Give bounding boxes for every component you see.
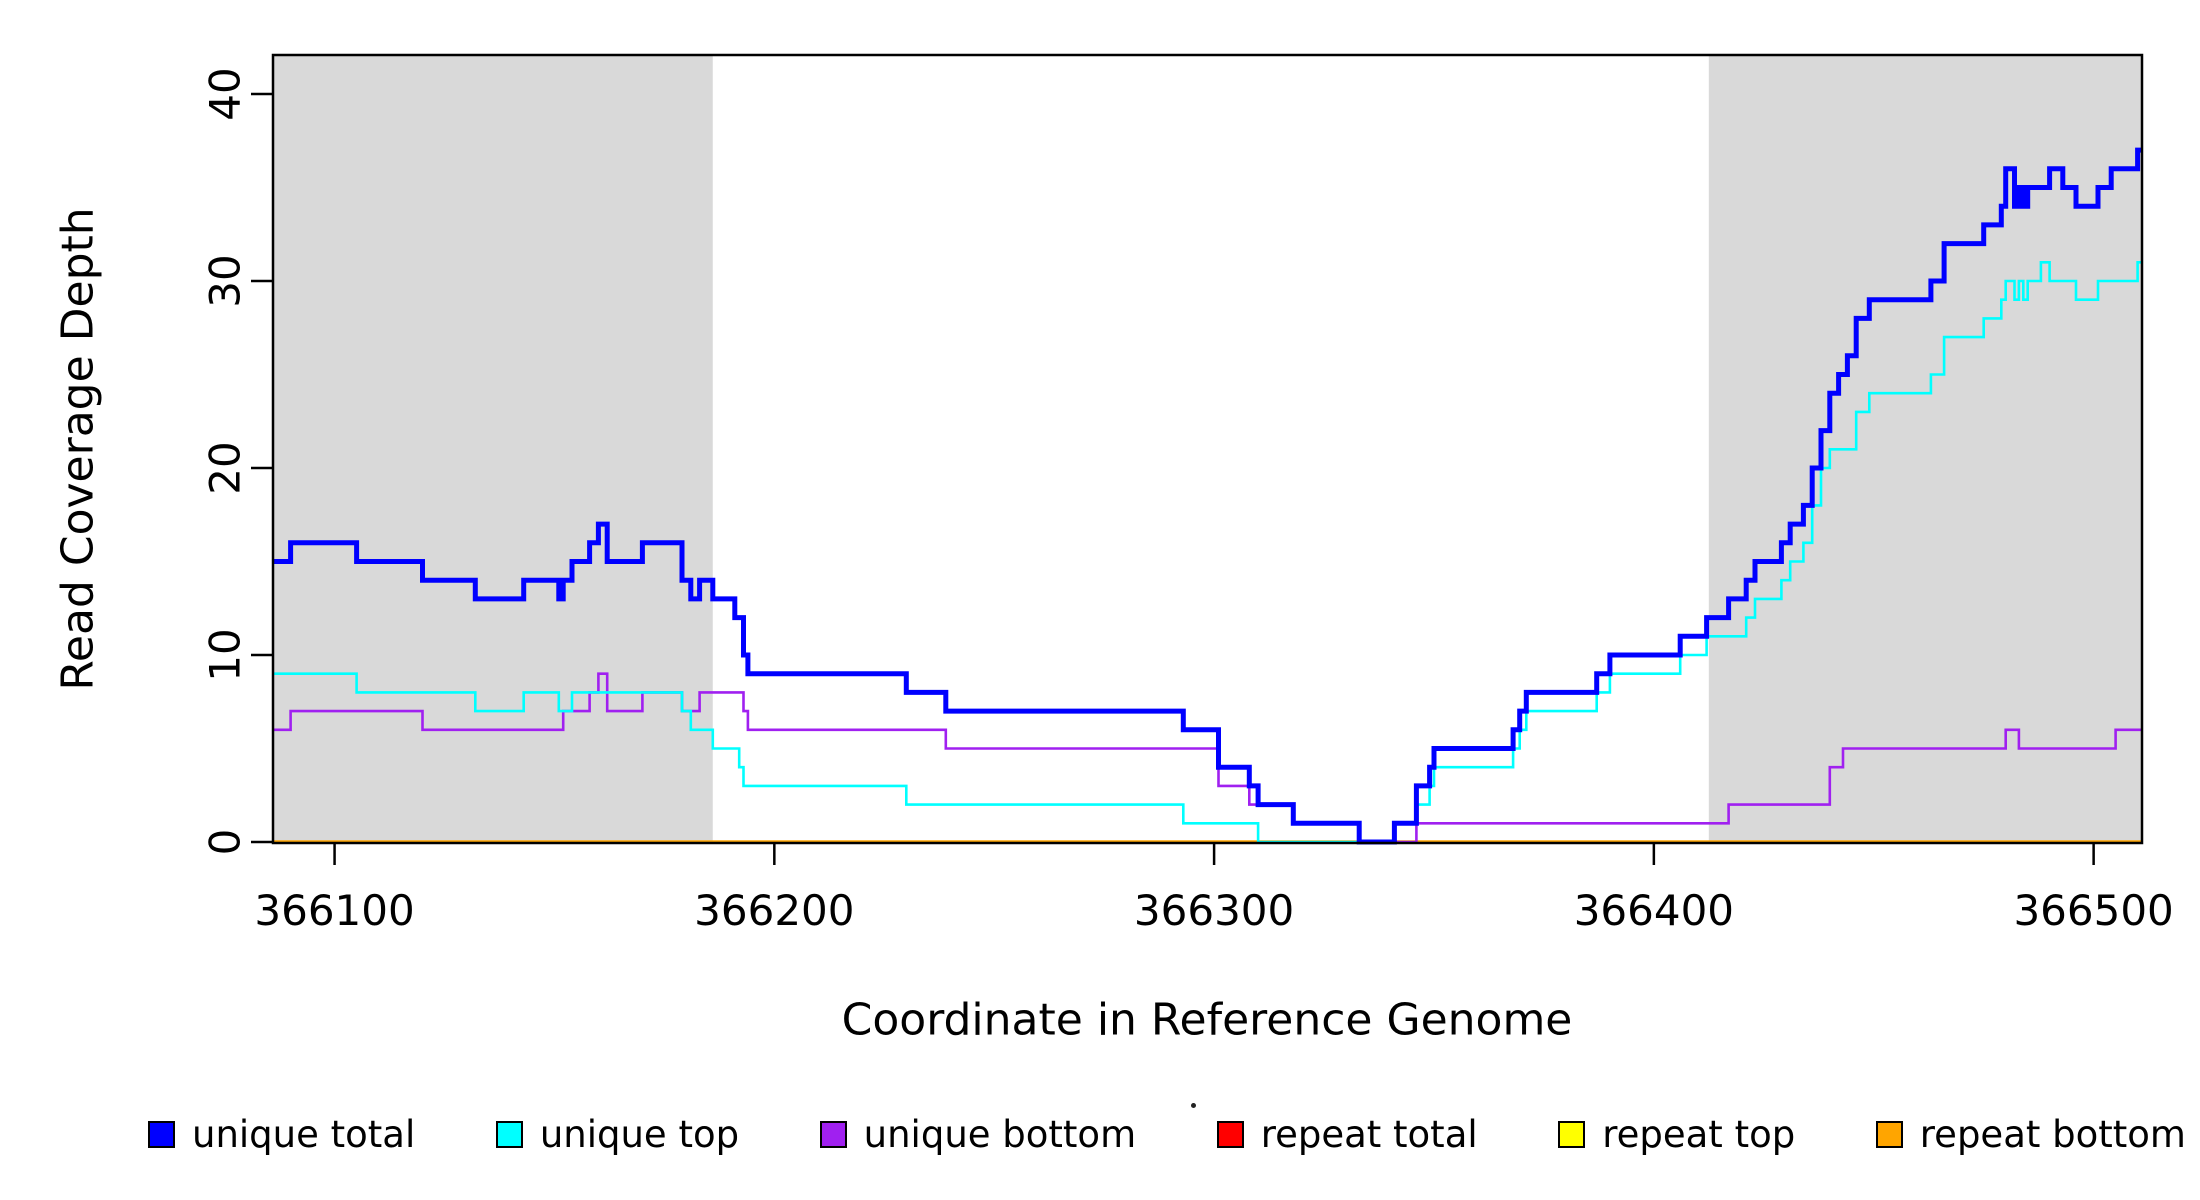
stray-mark — [1190, 1102, 1196, 1108]
legend-item-repeat-bottom: repeat bottom — [1875, 1112, 2186, 1156]
legend-label: unique top — [539, 1112, 740, 1156]
legend-swatch-unique-top — [495, 1120, 523, 1148]
legend-item-repeat-total: repeat total — [1190, 1102, 1478, 1156]
legend-swatch-unique-total — [148, 1120, 175, 1148]
y-axis-title: Read Coverage Depth — [52, 207, 104, 691]
x-axis-tick-label: 366400 — [1574, 886, 1734, 935]
y-axis-tick-label: 0 — [201, 829, 250, 856]
plot-border — [271, 53, 2144, 845]
legend: unique total unique top unique bottom repea… — [148, 1102, 2186, 1165]
x-axis-tick-label: 366300 — [1134, 886, 1294, 935]
repeat-region-band — [273, 55, 713, 843]
repeat-region-band — [1708, 55, 2142, 843]
legend-swatch-repeat-bottom — [1875, 1120, 1903, 1148]
legend-label: repeat total — [1260, 1112, 1478, 1156]
legend-item-repeat-top: repeat top — [1558, 1113, 1795, 1156]
x-axis-title: Coordinate in Reference Genome — [841, 994, 1573, 1046]
y-axis-tick-label: 30 — [201, 254, 250, 307]
legend-label: unique total — [192, 1112, 416, 1156]
legend-label: repeat top — [1602, 1112, 1796, 1156]
legend-swatch-unique-bottom — [819, 1120, 847, 1148]
x-axis-tick-label: 366500 — [2013, 886, 2173, 935]
legend-label: unique bottom — [863, 1112, 1137, 1156]
x-axis-tick-label: 366200 — [694, 886, 854, 935]
y-axis-tick-label: 40 — [201, 67, 250, 120]
series-line-unique-top — [273, 261, 2142, 844]
series-line-unique-total — [273, 147, 2142, 845]
legend-item-unique-bottom: unique bottom — [819, 1112, 1137, 1156]
legend-swatch-repeat-top — [1558, 1120, 1586, 1148]
legend-item-unique-total: unique total — [148, 1113, 415, 1156]
y-axis-tick-label: 20 — [201, 441, 250, 494]
x-axis-tick-label: 366100 — [254, 886, 414, 935]
legend-label: repeat bottom — [1919, 1112, 2186, 1156]
legend-swatch-repeat-total — [1216, 1120, 1244, 1148]
series-line-unique-bottom — [273, 672, 2142, 844]
y-axis-tick-label: 10 — [201, 628, 250, 681]
legend-item-unique-top: unique top — [495, 1112, 740, 1156]
